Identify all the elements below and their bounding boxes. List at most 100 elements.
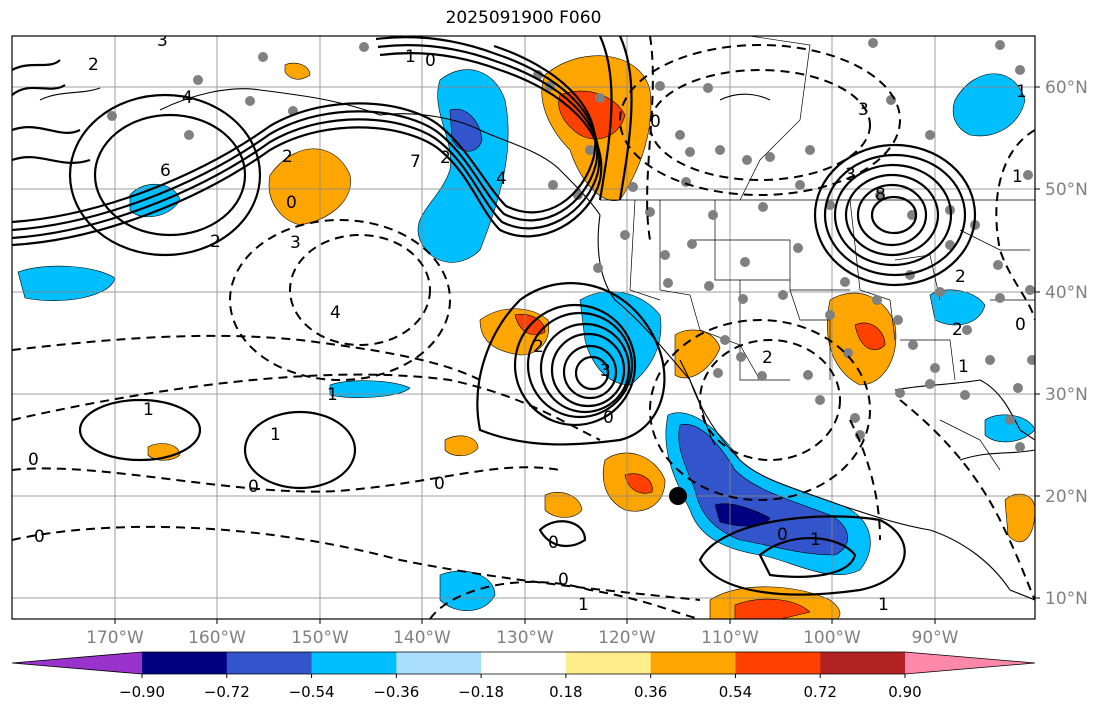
- svg-text:2: 2: [210, 232, 221, 252]
- lat-label: 10°N: [1045, 589, 1088, 609]
- svg-text:0: 0: [603, 408, 614, 428]
- lon-label: 110°W: [701, 628, 759, 648]
- colorbar-tick-label: −0.72: [204, 683, 250, 701]
- svg-text:4: 4: [496, 169, 507, 189]
- lon-label: 150°W: [291, 628, 349, 648]
- colorbar-tick-label: 0.36: [634, 683, 667, 701]
- svg-text:1: 1: [810, 530, 821, 550]
- lon-label: 170°W: [86, 628, 144, 648]
- colorbar-segment: [820, 652, 906, 674]
- lon-label: 90°W: [912, 628, 959, 648]
- colorbar-tick-label: −0.18: [458, 683, 504, 701]
- svg-text:8: 8: [875, 185, 886, 205]
- colorbar-segment: [565, 652, 652, 674]
- map-title: 2025091900 F060: [445, 8, 602, 28]
- stations: [107, 38, 1035, 452]
- grid-lines: [12, 36, 1035, 619]
- shade-orange-pacific: [268, 148, 351, 226]
- colorbar-segment: [226, 652, 313, 674]
- shade-orange-small-1: [544, 491, 583, 518]
- contour-labels: 3 0 4 2 1 3 6 2 1 2 0 7 2 4 0 3 8 3 2 4 …: [28, 31, 1027, 615]
- colorbar-segment: [650, 652, 736, 674]
- svg-text:0: 0: [548, 533, 559, 553]
- colorbar-tick-label: −0.36: [373, 683, 419, 701]
- svg-text:0: 0: [28, 450, 39, 470]
- map-frame: [11, 35, 1036, 620]
- svg-text:0: 0: [1015, 315, 1026, 335]
- svg-text:2: 2: [762, 348, 773, 368]
- lon-label: 100°W: [803, 628, 861, 648]
- colorbar: [11, 651, 1036, 675]
- colorbar-tick-label: 0.90: [888, 683, 921, 701]
- shade-navy-alaska: [449, 108, 483, 152]
- svg-text:0: 0: [558, 570, 569, 590]
- colorbar-tick-label: 0.54: [719, 683, 752, 701]
- svg-text:0: 0: [434, 474, 445, 494]
- lon-label: 140°W: [393, 628, 451, 648]
- svg-text:0: 0: [286, 193, 297, 213]
- svg-text:2: 2: [88, 55, 99, 75]
- lon-label: 120°W: [598, 628, 656, 648]
- svg-text:3: 3: [157, 31, 168, 51]
- contours-dashed: [12, 36, 1035, 619]
- svg-text:3: 3: [290, 233, 301, 253]
- colorbar-extend-low: [12, 652, 142, 674]
- shade-orange-small-2: [444, 435, 479, 457]
- svg-text:1: 1: [1012, 167, 1023, 187]
- lat-labels: 60°N 50°N 40°N 30°N 20°N 10°N: [1045, 78, 1088, 609]
- svg-text:1: 1: [878, 595, 889, 615]
- colorbar-segment: [735, 652, 821, 674]
- svg-text:0: 0: [650, 112, 661, 132]
- svg-text:1: 1: [270, 425, 281, 445]
- lat-label: 30°N: [1045, 385, 1088, 405]
- colorbar-segment: [396, 652, 482, 674]
- colorbar-segment: [311, 652, 397, 674]
- lat-label: 60°N: [1045, 78, 1088, 98]
- shade-darknavy: [714, 503, 771, 527]
- colorbar-tick-label: −0.54: [289, 683, 335, 701]
- shade-blue-small-6: [984, 414, 1035, 443]
- lat-label: 40°N: [1045, 283, 1088, 303]
- svg-text:2: 2: [952, 320, 963, 340]
- colorbar-labels: −0.90 −0.72 −0.54 −0.36 −0.18 0.18 0.36 0.54 0.7…: [119, 674, 922, 701]
- svg-text:0: 0: [777, 525, 788, 545]
- svg-text:1: 1: [143, 400, 154, 420]
- svg-text:4: 4: [182, 88, 193, 108]
- shade-red-offshore: [624, 473, 653, 494]
- shade-orange-small-5: [674, 329, 721, 379]
- svg-text:6: 6: [160, 161, 171, 181]
- lon-label: 160°W: [188, 628, 246, 648]
- contours-solid: [12, 36, 977, 596]
- shade-red-canada: [558, 90, 626, 140]
- colorbar-extend-high: [905, 652, 1035, 674]
- svg-text:1: 1: [327, 385, 338, 405]
- svg-text:1: 1: [405, 47, 416, 67]
- shade-orange-small-6: [284, 62, 311, 80]
- svg-text:3: 3: [858, 100, 869, 120]
- shade-red-texas: [854, 322, 886, 350]
- svg-text:2: 2: [440, 148, 451, 168]
- colorbar-segment: [142, 652, 228, 674]
- axis-ticks: [114, 86, 1040, 624]
- colorbar-tick-label: 0.72: [804, 683, 837, 701]
- colorbar-tick-label: −0.90: [119, 683, 165, 701]
- svg-text:1: 1: [578, 595, 589, 615]
- svg-text:7: 7: [410, 152, 421, 172]
- shade-blue-small-5: [929, 289, 986, 326]
- borders: [600, 36, 1035, 471]
- colorbar-segment: [481, 652, 567, 674]
- svg-text:1: 1: [1016, 82, 1027, 102]
- lat-label: 20°N: [1045, 487, 1088, 507]
- colorbar-tick-label: 0.18: [549, 683, 582, 701]
- lat-label: 50°N: [1045, 180, 1088, 200]
- svg-text:3: 3: [600, 361, 611, 381]
- svg-text:3: 3: [845, 165, 856, 185]
- shade-blue-small-2: [329, 380, 411, 398]
- shade-blue-east: [952, 73, 1026, 137]
- shade-red-south: [734, 598, 811, 619]
- map-panel: 3 0 4 2 1 3 6 2 1 2 0 7 2 4 0 3 8 3 2 4 …: [12, 31, 1035, 619]
- lon-labels: 170°W 160°W 150°W 140°W 130°W 120°W 110°…: [86, 628, 959, 648]
- svg-text:2: 2: [282, 147, 293, 167]
- location-marker: [669, 487, 687, 505]
